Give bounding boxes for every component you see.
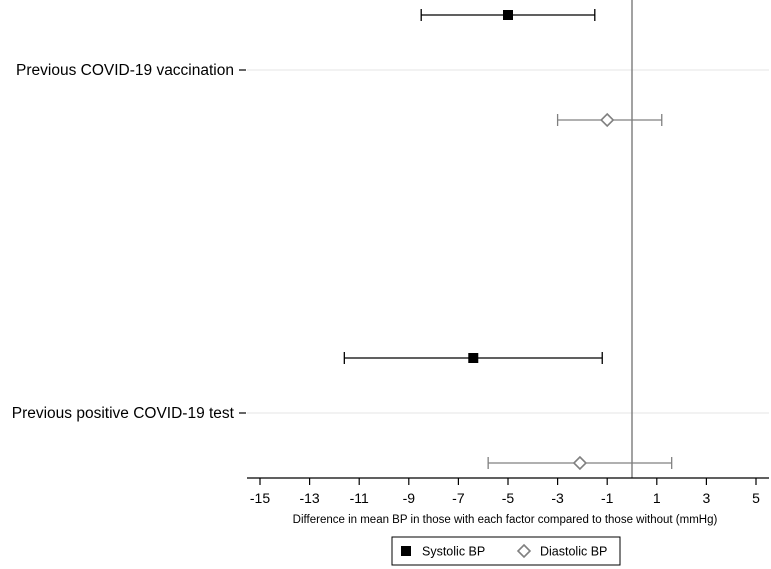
x-tick-label: -9	[403, 490, 416, 506]
x-tick-label: -1	[601, 490, 614, 506]
diastolic-covid-test-estimate-marker	[572, 455, 588, 471]
x-axis: -15 -13 -11 -9 -7 -5 -3 -1 1 3 5	[247, 477, 769, 506]
data-marks	[343, 9, 673, 471]
legend-marker-diastolic	[516, 543, 532, 559]
legend-marker-systolic	[401, 546, 411, 556]
legend-label-diastolic: Diastolic BP	[540, 545, 607, 559]
x-tick-label: 1	[653, 490, 661, 506]
x-tick-label: -13	[299, 490, 319, 506]
x-tick-label: -3	[551, 490, 564, 506]
x-tick-label: -15	[250, 490, 270, 506]
systolic-covid-test-estimate-marker	[468, 353, 479, 363]
gridlines	[247, 69, 769, 414]
x-tick-label: 3	[703, 490, 711, 506]
legend: Systolic BP Diastolic BP	[391, 536, 621, 566]
legend-label-systolic: Systolic BP	[422, 545, 485, 559]
category-label-previous-positive-covid-19-test: Previous positive COVID-19 test	[12, 405, 235, 422]
x-tick-label: 5	[752, 490, 760, 506]
category-labels: Previous COVID-19 vaccination Previous po…	[12, 62, 246, 422]
systolic-vaccination-estimate-marker	[503, 10, 513, 20]
x-axis-title: Difference in mean BP in those with each…	[293, 514, 718, 526]
category-label-previous-covid-19-vaccination: Previous COVID-19 vaccination	[16, 62, 234, 79]
x-tick-label: -7	[452, 490, 465, 506]
x-tick-label: -11	[350, 490, 369, 506]
x-tick-label: -5	[502, 490, 515, 506]
diastolic-vaccination-estimate-marker	[600, 112, 615, 128]
legend-box	[391, 536, 621, 566]
